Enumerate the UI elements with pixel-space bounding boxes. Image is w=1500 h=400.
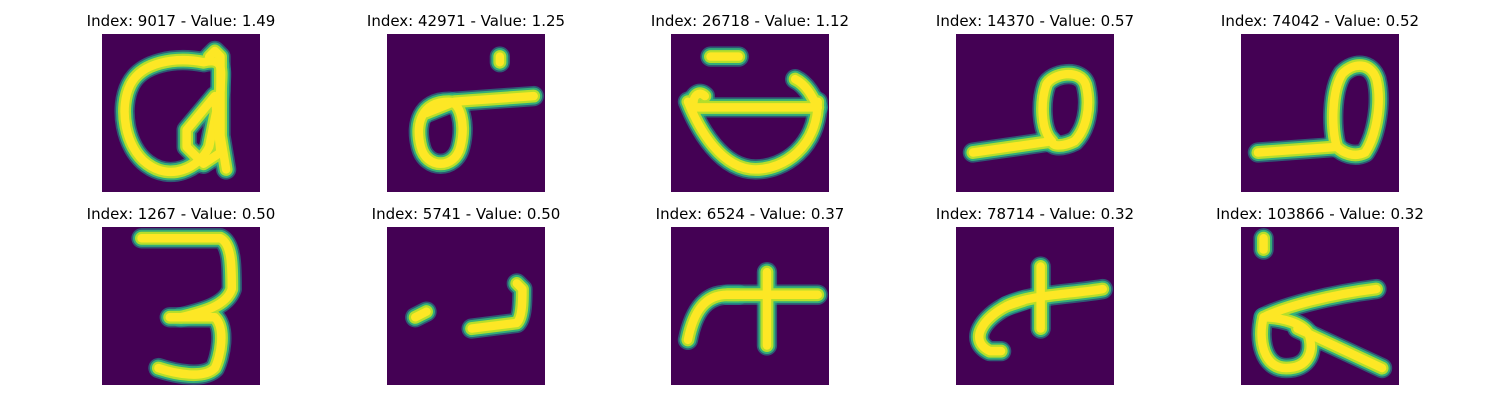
digit-image-panel — [387, 34, 545, 192]
panel-title: Index: 78714 - Value: 0.32 — [935, 205, 1135, 223]
digit-image-panel — [387, 227, 545, 385]
handwritten-stroke — [1329, 61, 1383, 160]
handwritten-stroke — [1259, 284, 1381, 322]
digit-image — [102, 227, 260, 385]
handwritten-stroke — [790, 74, 822, 112]
handwritten-stroke — [689, 89, 710, 106]
handwritten-stroke — [410, 307, 431, 322]
handwritten-stroke — [1253, 142, 1342, 157]
panel-title: Index: 9017 - Value: 1.49 — [86, 12, 276, 30]
handwritten-stroke — [137, 234, 237, 322]
digit-image — [1241, 227, 1399, 385]
digit-image — [956, 227, 1114, 385]
digit-image — [671, 34, 829, 192]
handwritten-stroke — [422, 91, 538, 118]
panel-title: Index: 42971 - Value: 1.25 — [366, 12, 566, 30]
handwritten-stroke — [968, 136, 1057, 157]
handwritten-stroke — [182, 91, 225, 169]
digit-image — [956, 34, 1114, 192]
handwritten-stroke — [154, 313, 226, 379]
digit-image — [102, 34, 260, 192]
digit-image-panel — [956, 227, 1114, 385]
digit-image — [671, 227, 829, 385]
panel-title: Index: 14370 - Value: 0.57 — [935, 12, 1135, 30]
digit-image-panel — [102, 227, 260, 385]
panel-title: Index: 103866 - Value: 0.32 — [1216, 205, 1424, 223]
panel-title: Index: 26718 - Value: 1.12 — [650, 12, 850, 30]
digit-image — [387, 34, 545, 192]
handwritten-stroke — [1002, 296, 1028, 311]
digit-image-panel — [102, 34, 260, 192]
digit-image-panel — [956, 34, 1114, 192]
panel-title: Index: 1267 - Value: 0.50 — [86, 205, 276, 223]
digit-image-panel — [671, 227, 829, 385]
digit-image-panel — [1241, 227, 1399, 385]
handwritten-stroke — [1038, 69, 1093, 150]
handwritten-stroke — [1293, 324, 1387, 373]
panel-title: Index: 6524 - Value: 0.37 — [655, 205, 845, 223]
digit-image — [1241, 34, 1399, 192]
digit-image-panel — [671, 34, 829, 192]
handwritten-stroke — [467, 279, 527, 333]
digit-image-panel — [1241, 34, 1399, 192]
panel-title: Index: 74042 - Value: 0.52 — [1220, 12, 1420, 30]
handwritten-stroke — [683, 97, 822, 174]
handwritten-stroke — [1257, 313, 1315, 373]
panel-title: Index: 5741 - Value: 0.50 — [371, 205, 561, 223]
digit-image — [387, 227, 545, 385]
